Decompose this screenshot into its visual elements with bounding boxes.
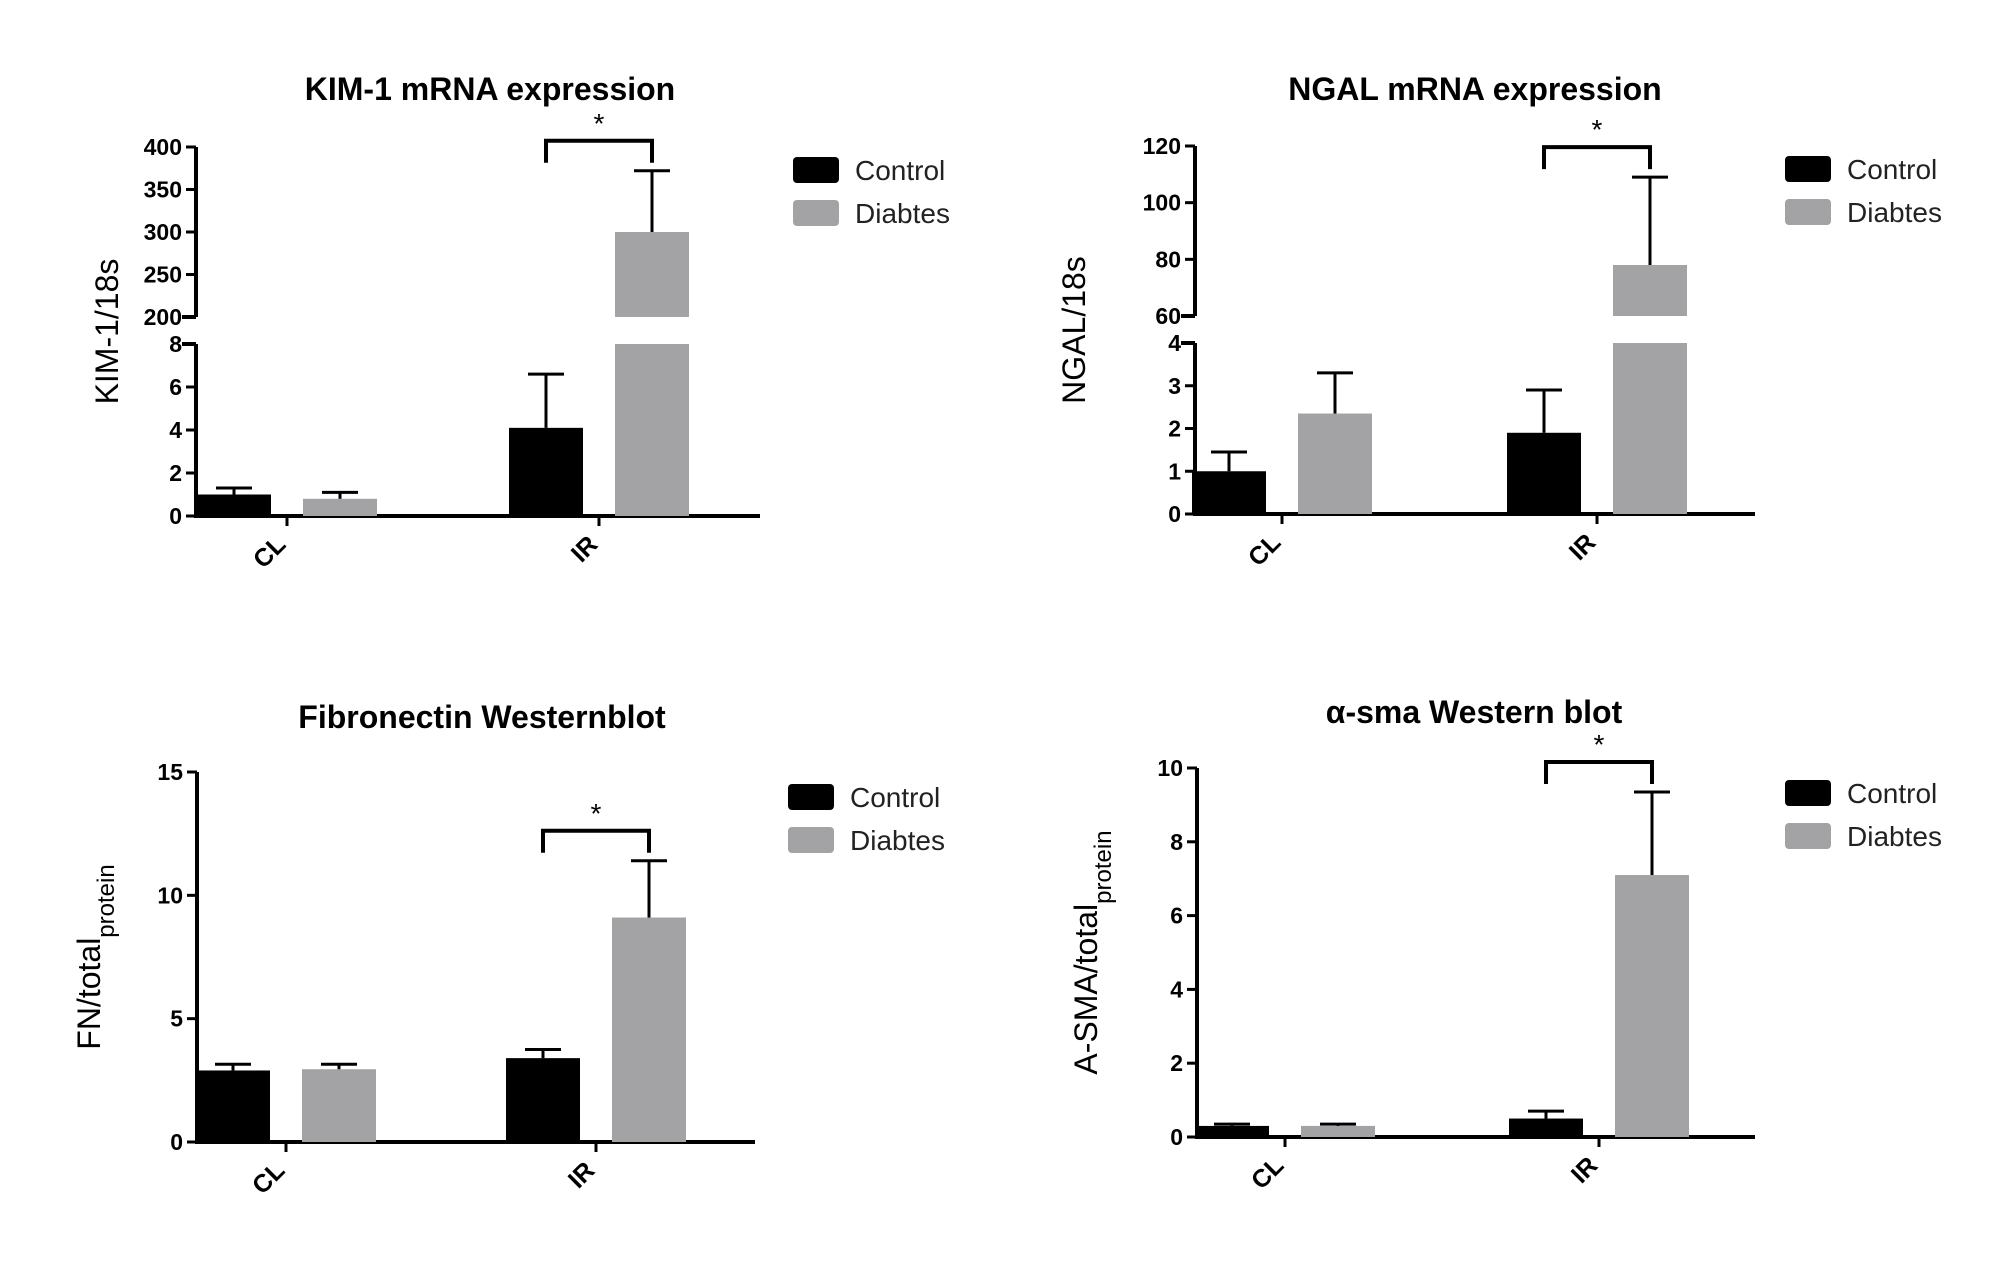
y-axis-label: A-SMA/totalprotein [1068, 830, 1117, 1074]
chart-title: NGAL mRNA expression [1288, 71, 1661, 107]
y-tick-label: 10 [1157, 755, 1183, 781]
chart-title: KIM-1 mRNA expression [305, 71, 675, 107]
legend-label-control: Control [1847, 154, 1937, 185]
x-tick-label: CL [247, 1156, 290, 1199]
bar-diabtes-ir-upper [1613, 265, 1687, 316]
y-axis-label-main: KIM-1/18s [89, 259, 125, 405]
legend-swatch-control [1785, 156, 1831, 182]
y-tick-label-lower: 2 [1168, 416, 1181, 442]
y-tick-label-upper: 60 [1155, 303, 1181, 329]
y-tick-label-lower: 0 [169, 503, 182, 529]
legend-label-diabtes: Diabtes [1847, 821, 1942, 852]
y-tick-label-upper: 350 [144, 177, 182, 203]
bar-control-ir [1509, 1118, 1583, 1137]
y-axis-label-main: FN/total [71, 938, 107, 1050]
y-tick-label: 0 [170, 1129, 183, 1155]
y-tick-label-upper: 200 [144, 304, 182, 330]
y-tick-label-upper: 120 [1143, 133, 1181, 159]
chart-panel-3: Fibronectin Westernblot 0 5 10 15 FN/totalpro… [71, 699, 945, 1200]
significance-star: * [1594, 729, 1605, 760]
bar-control-cl [1195, 1125, 1269, 1137]
bar-diabtes-cl [1301, 1125, 1375, 1137]
chart-title: α-sma Western blot [1326, 694, 1623, 730]
y-axis-label-main: A-SMA/total [1068, 904, 1104, 1075]
significance-bracket [541, 828, 651, 853]
y-tick-label-lower: 1 [1168, 458, 1181, 484]
y-tick-label-upper: 300 [144, 219, 182, 245]
y-tick-label-lower: 2 [169, 460, 182, 486]
y-tick-label-upper: 400 [144, 134, 182, 160]
bar-control-ir [509, 427, 583, 516]
y-tick-label: 4 [1170, 976, 1183, 1002]
x-tick-label: IR [566, 530, 603, 567]
x-tick-label: CL [248, 530, 291, 573]
bar-control-cl [196, 1070, 270, 1142]
bar-diabtes-ir [615, 344, 689, 516]
y-axis-label: FN/totalprotein [71, 864, 120, 1049]
legend-swatch-diabtes [1785, 199, 1831, 225]
y-tick-label-lower: 4 [169, 417, 182, 443]
legend-swatch-diabtes [793, 200, 839, 226]
y-tick-label: 15 [157, 759, 183, 785]
y-tick-label-lower: 0 [1168, 501, 1181, 527]
y-axis-label-main: NGAL/18s [1056, 256, 1092, 404]
bar-diabtes-cl [1298, 413, 1372, 514]
y-tick-label-upper: 80 [1155, 246, 1181, 272]
significance-bracket [544, 138, 654, 163]
bar-control-ir [1507, 432, 1581, 514]
y-axis-label: KIM-1/18s [89, 259, 125, 405]
significance-star: * [594, 108, 605, 139]
x-tick-label: CL [1243, 528, 1286, 571]
y-axis-label-sub: protein [93, 864, 120, 937]
legend-swatch-control [788, 784, 834, 810]
legend-label-diabtes: Diabtes [1847, 197, 1942, 228]
legend-swatch-diabtes [788, 827, 834, 853]
x-tick-label: IR [563, 1156, 600, 1193]
y-tick-label: 0 [1170, 1124, 1183, 1150]
chart-title: Fibronectin Westernblot [298, 699, 666, 735]
y-axis-label-sub: protein [1090, 830, 1117, 903]
chart-panel-2: NGAL mRNA expression 0 1 2 3 460 80 100 120 NGAL/… [1056, 71, 1942, 572]
legend-swatch-diabtes [1785, 823, 1831, 849]
x-tick-label: IR [1566, 1151, 1603, 1188]
y-tick-label-lower: 3 [1168, 373, 1181, 399]
y-tick-label-upper: 250 [144, 262, 182, 288]
y-tick-label: 2 [1170, 1050, 1183, 1076]
chart-panel-4: α-sma Western blot 0 2 4 6 8 10 A-SMA/totalprot… [1068, 694, 1942, 1195]
y-tick-label: 5 [170, 1006, 183, 1032]
y-tick-label-lower: 8 [169, 331, 182, 357]
bar-diabtes-cl [303, 498, 377, 516]
bar-diabtes-cl [302, 1069, 376, 1142]
significance-bracket [1542, 145, 1652, 170]
bar-control-cl [197, 494, 271, 516]
x-tick-label: CL [1246, 1151, 1289, 1194]
y-tick-label: 10 [157, 882, 183, 908]
bar-control-cl [1192, 471, 1266, 514]
legend-label-control: Control [855, 155, 945, 186]
legend-swatch-control [793, 157, 839, 183]
bar-diabtes-ir [1613, 343, 1687, 514]
y-tick-label: 6 [1170, 903, 1183, 929]
significance-bracket [1544, 759, 1654, 784]
legend-label-control: Control [850, 782, 940, 813]
legend-label-diabtes: Diabtes [855, 198, 950, 229]
significance-star: * [591, 798, 602, 829]
bar-diabtes-ir [1615, 875, 1689, 1137]
significance-star: * [1592, 114, 1603, 145]
bar-control-ir [506, 1058, 580, 1142]
y-tick-label: 8 [1170, 829, 1183, 855]
legend-label-diabtes: Diabtes [850, 825, 945, 856]
y-axis-label: NGAL/18s [1056, 256, 1092, 404]
legend-swatch-control [1785, 780, 1831, 806]
y-tick-label-lower: 4 [1168, 330, 1181, 356]
bar-diabtes-ir [612, 917, 686, 1142]
legend-label-control: Control [1847, 778, 1937, 809]
y-tick-label-upper: 100 [1143, 190, 1181, 216]
y-tick-label-lower: 6 [169, 374, 182, 400]
bar-diabtes-ir-upper [615, 232, 689, 317]
x-tick-label: IR [1564, 528, 1601, 565]
